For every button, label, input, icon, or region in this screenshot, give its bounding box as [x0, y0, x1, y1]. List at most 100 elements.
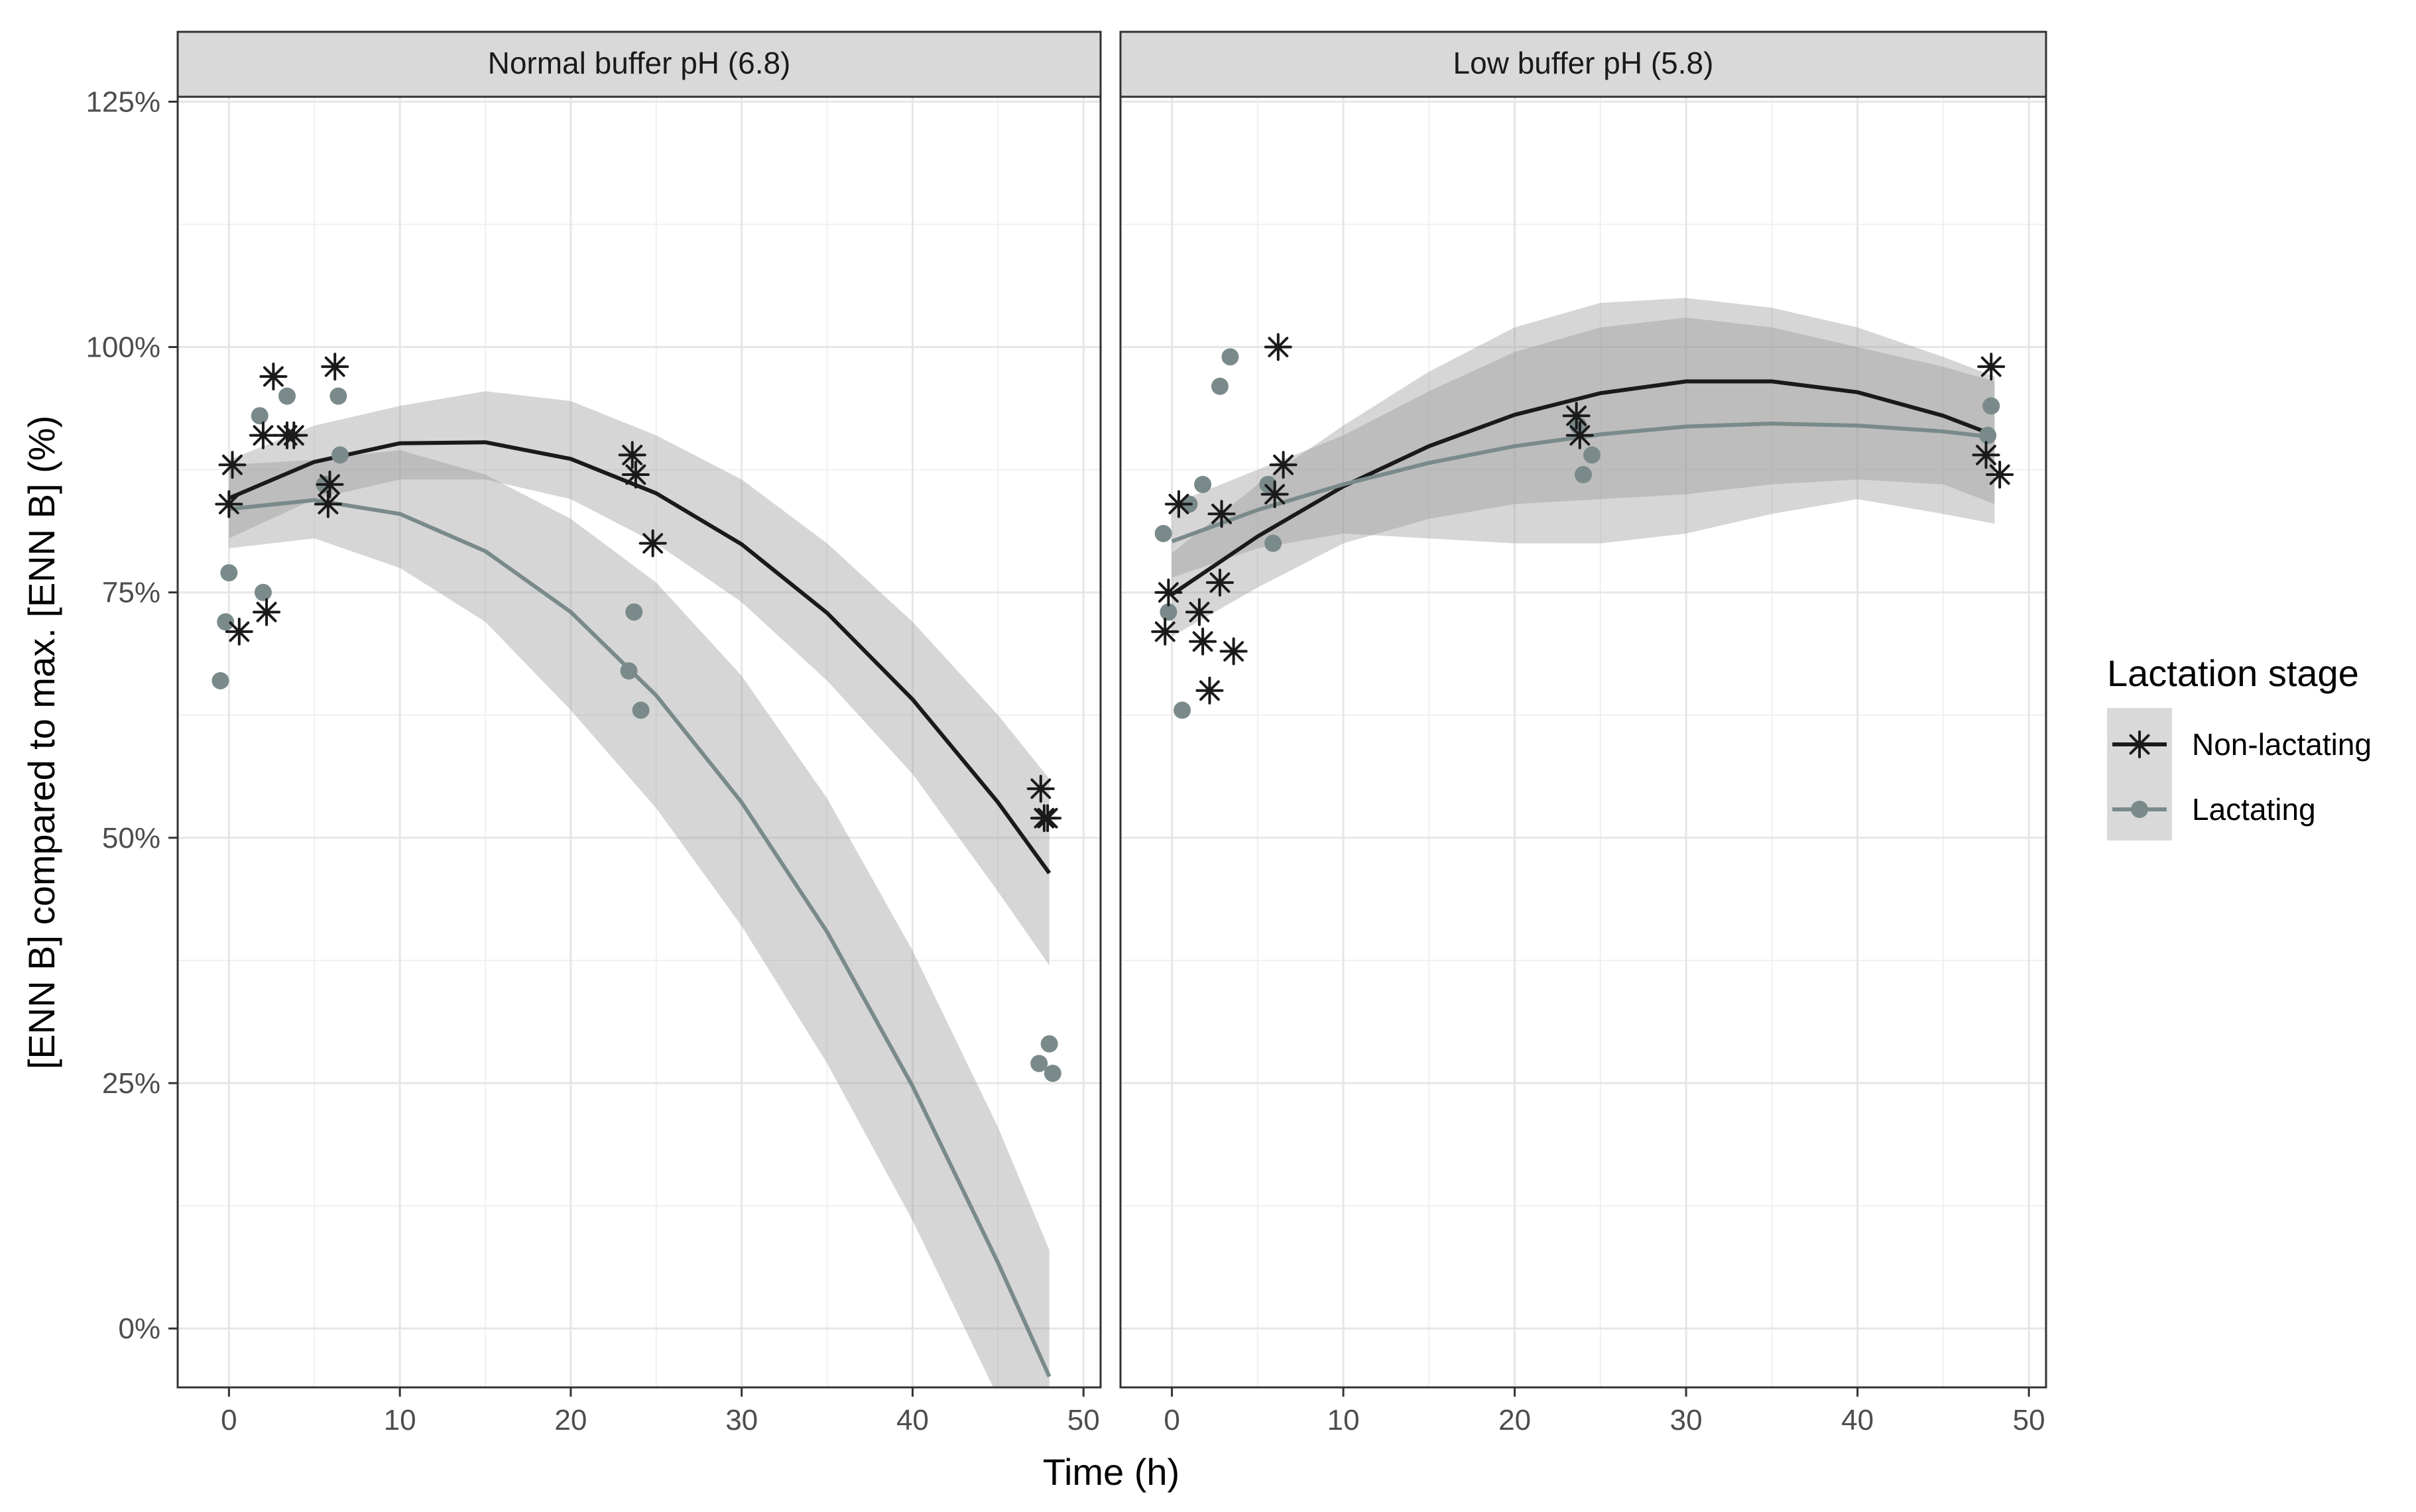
data-point-lactating: [1154, 524, 1172, 542]
panel-low-buffer: Low buffer pH (5.8) 0 10 20 30 40 50: [1119, 30, 2047, 1436]
data-points: [211, 353, 1062, 1082]
data-point-lactating: [254, 583, 272, 601]
data-point-non-lactating: [321, 353, 349, 381]
data-points: [1151, 333, 2014, 719]
data-point-lactating: [1979, 426, 1997, 444]
plot-background: [1120, 97, 2046, 1387]
panel-border: [176, 95, 1102, 1389]
y-tick-label: 0%: [118, 1312, 160, 1345]
panel-title: Low buffer pH (5.8): [1453, 46, 1714, 80]
data-point-non-lactating: [1972, 441, 2000, 469]
data-point-lactating: [217, 613, 235, 631]
data-point-non-lactating: [1034, 804, 1062, 833]
x-axis-ticks: 0 10 20 30 40 50: [221, 1387, 1100, 1436]
data-point-lactating: [1264, 534, 1282, 552]
data-point-lactating: [632, 701, 650, 719]
data-point-lactating: [1211, 377, 1229, 395]
data-point-non-lactating: [1185, 598, 1213, 626]
data-point-lactating: [330, 387, 347, 405]
legend-circle-icon: [2131, 801, 2148, 818]
legend-title: Lactation stage: [2107, 652, 2359, 694]
data-point-lactating: [1575, 466, 1592, 484]
x-tick-label: 10: [1327, 1404, 1360, 1436]
confidence-bands: [229, 391, 1050, 1387]
data-point-non-lactating: [316, 470, 344, 498]
data-point-lactating: [1040, 1035, 1058, 1053]
y-tick-label: 25%: [102, 1067, 160, 1100]
panel-normal-buffer: Normal buffer pH (6.8) 0 10 20 30 40 50: [176, 30, 1102, 1436]
data-point-non-lactating: [1205, 568, 1234, 597]
fit-line-lactating: [228, 498, 1052, 1377]
data-point-non-lactating: [1977, 353, 2006, 381]
data-point-non-lactating: [1207, 500, 1236, 528]
x-tick-label: 20: [554, 1404, 587, 1436]
panel-border: [1119, 95, 2047, 1389]
data-point-non-lactating: [1189, 627, 1217, 656]
data-point-lactating: [211, 671, 229, 689]
data-point-lactating: [1259, 475, 1277, 493]
data-point-non-lactating: [1026, 774, 1055, 803]
legend: Lactation stage Non-lactating Lactating: [2107, 652, 2372, 841]
y-tick-label: 100%: [86, 331, 160, 364]
confidence-band-non-lactating: [229, 391, 1050, 966]
data-point-lactating: [1174, 701, 1191, 719]
data-point-lactating: [1044, 1065, 1061, 1082]
data-point-non-lactating: [1264, 333, 1292, 361]
x-tick-label: 40: [896, 1404, 929, 1436]
legend-key-background: [2107, 708, 2172, 841]
data-point-non-lactating: [1195, 676, 1224, 705]
panel-title: Normal buffer pH (6.8): [488, 46, 791, 80]
x-tick-label: 10: [384, 1404, 416, 1436]
x-tick-label: 40: [1841, 1404, 1874, 1436]
legend-label-non-lactating: Non-lactating: [2192, 727, 2372, 762]
data-point-lactating: [1982, 397, 2000, 415]
data-point-non-lactating: [314, 490, 342, 518]
data-point-non-lactating: [1986, 461, 2014, 489]
x-tick-label: 30: [1670, 1404, 1703, 1436]
data-point-non-lactating: [218, 451, 247, 479]
y-tick-label: 75%: [102, 577, 160, 609]
panel-strip: [176, 30, 1102, 98]
fit-line-non-lactating: [228, 440, 1052, 874]
data-point-non-lactating: [1151, 617, 1179, 646]
data-point-non-lactating: [1154, 578, 1183, 607]
x-axis-ticks: 0 10 20 30 40 50: [1164, 1387, 2045, 1436]
data-point-lactating: [331, 446, 349, 464]
data-point-lactating: [1221, 348, 1239, 366]
data-point-lactating: [278, 387, 296, 405]
data-point-non-lactating: [215, 490, 243, 518]
y-axis-title: [ENN B] compared to max. [ENN B] (%): [21, 416, 62, 1069]
data-point-non-lactating: [253, 598, 281, 626]
confidence-band-lactating: [229, 450, 1050, 1387]
legend-key-non-lactating: [2112, 730, 2167, 758]
data-point-lactating: [1030, 1055, 1048, 1073]
gridlines: [1120, 97, 2046, 1387]
x-tick-label: 30: [725, 1404, 758, 1436]
data-point-lactating: [1583, 446, 1601, 464]
fit-line-non-lactating: [1170, 379, 1996, 597]
data-point-lactating: [220, 564, 238, 582]
data-point-non-lactating: [618, 441, 646, 469]
data-point-non-lactating: [1164, 490, 1193, 518]
data-point-non-lactating: [621, 461, 650, 489]
data-point-non-lactating: [1565, 421, 1594, 449]
x-tick-label: 50: [1067, 1404, 1100, 1436]
legend-label-lactating: Lactating: [2192, 792, 2316, 827]
data-point-non-lactating: [225, 617, 253, 646]
data-point-non-lactating: [1269, 451, 1298, 479]
data-point-non-lactating: [1260, 480, 1289, 508]
legend-key-lactating: [2112, 801, 2167, 818]
data-point-lactating: [1194, 475, 1212, 493]
x-tick-label: 0: [1164, 1404, 1179, 1436]
data-point-lactating: [625, 603, 643, 621]
x-tick-label: 20: [1498, 1404, 1531, 1436]
data-point-lactating: [251, 407, 269, 425]
data-point-lactating: [1160, 603, 1178, 621]
x-axis-title: Time (h): [1043, 1451, 1179, 1493]
legend-asterisk-icon: [2126, 730, 2153, 758]
data-point-non-lactating: [259, 362, 288, 390]
fit-lines: [1170, 379, 1996, 597]
data-point-non-lactating: [1219, 637, 1248, 666]
y-tick-label: 125%: [86, 86, 160, 118]
